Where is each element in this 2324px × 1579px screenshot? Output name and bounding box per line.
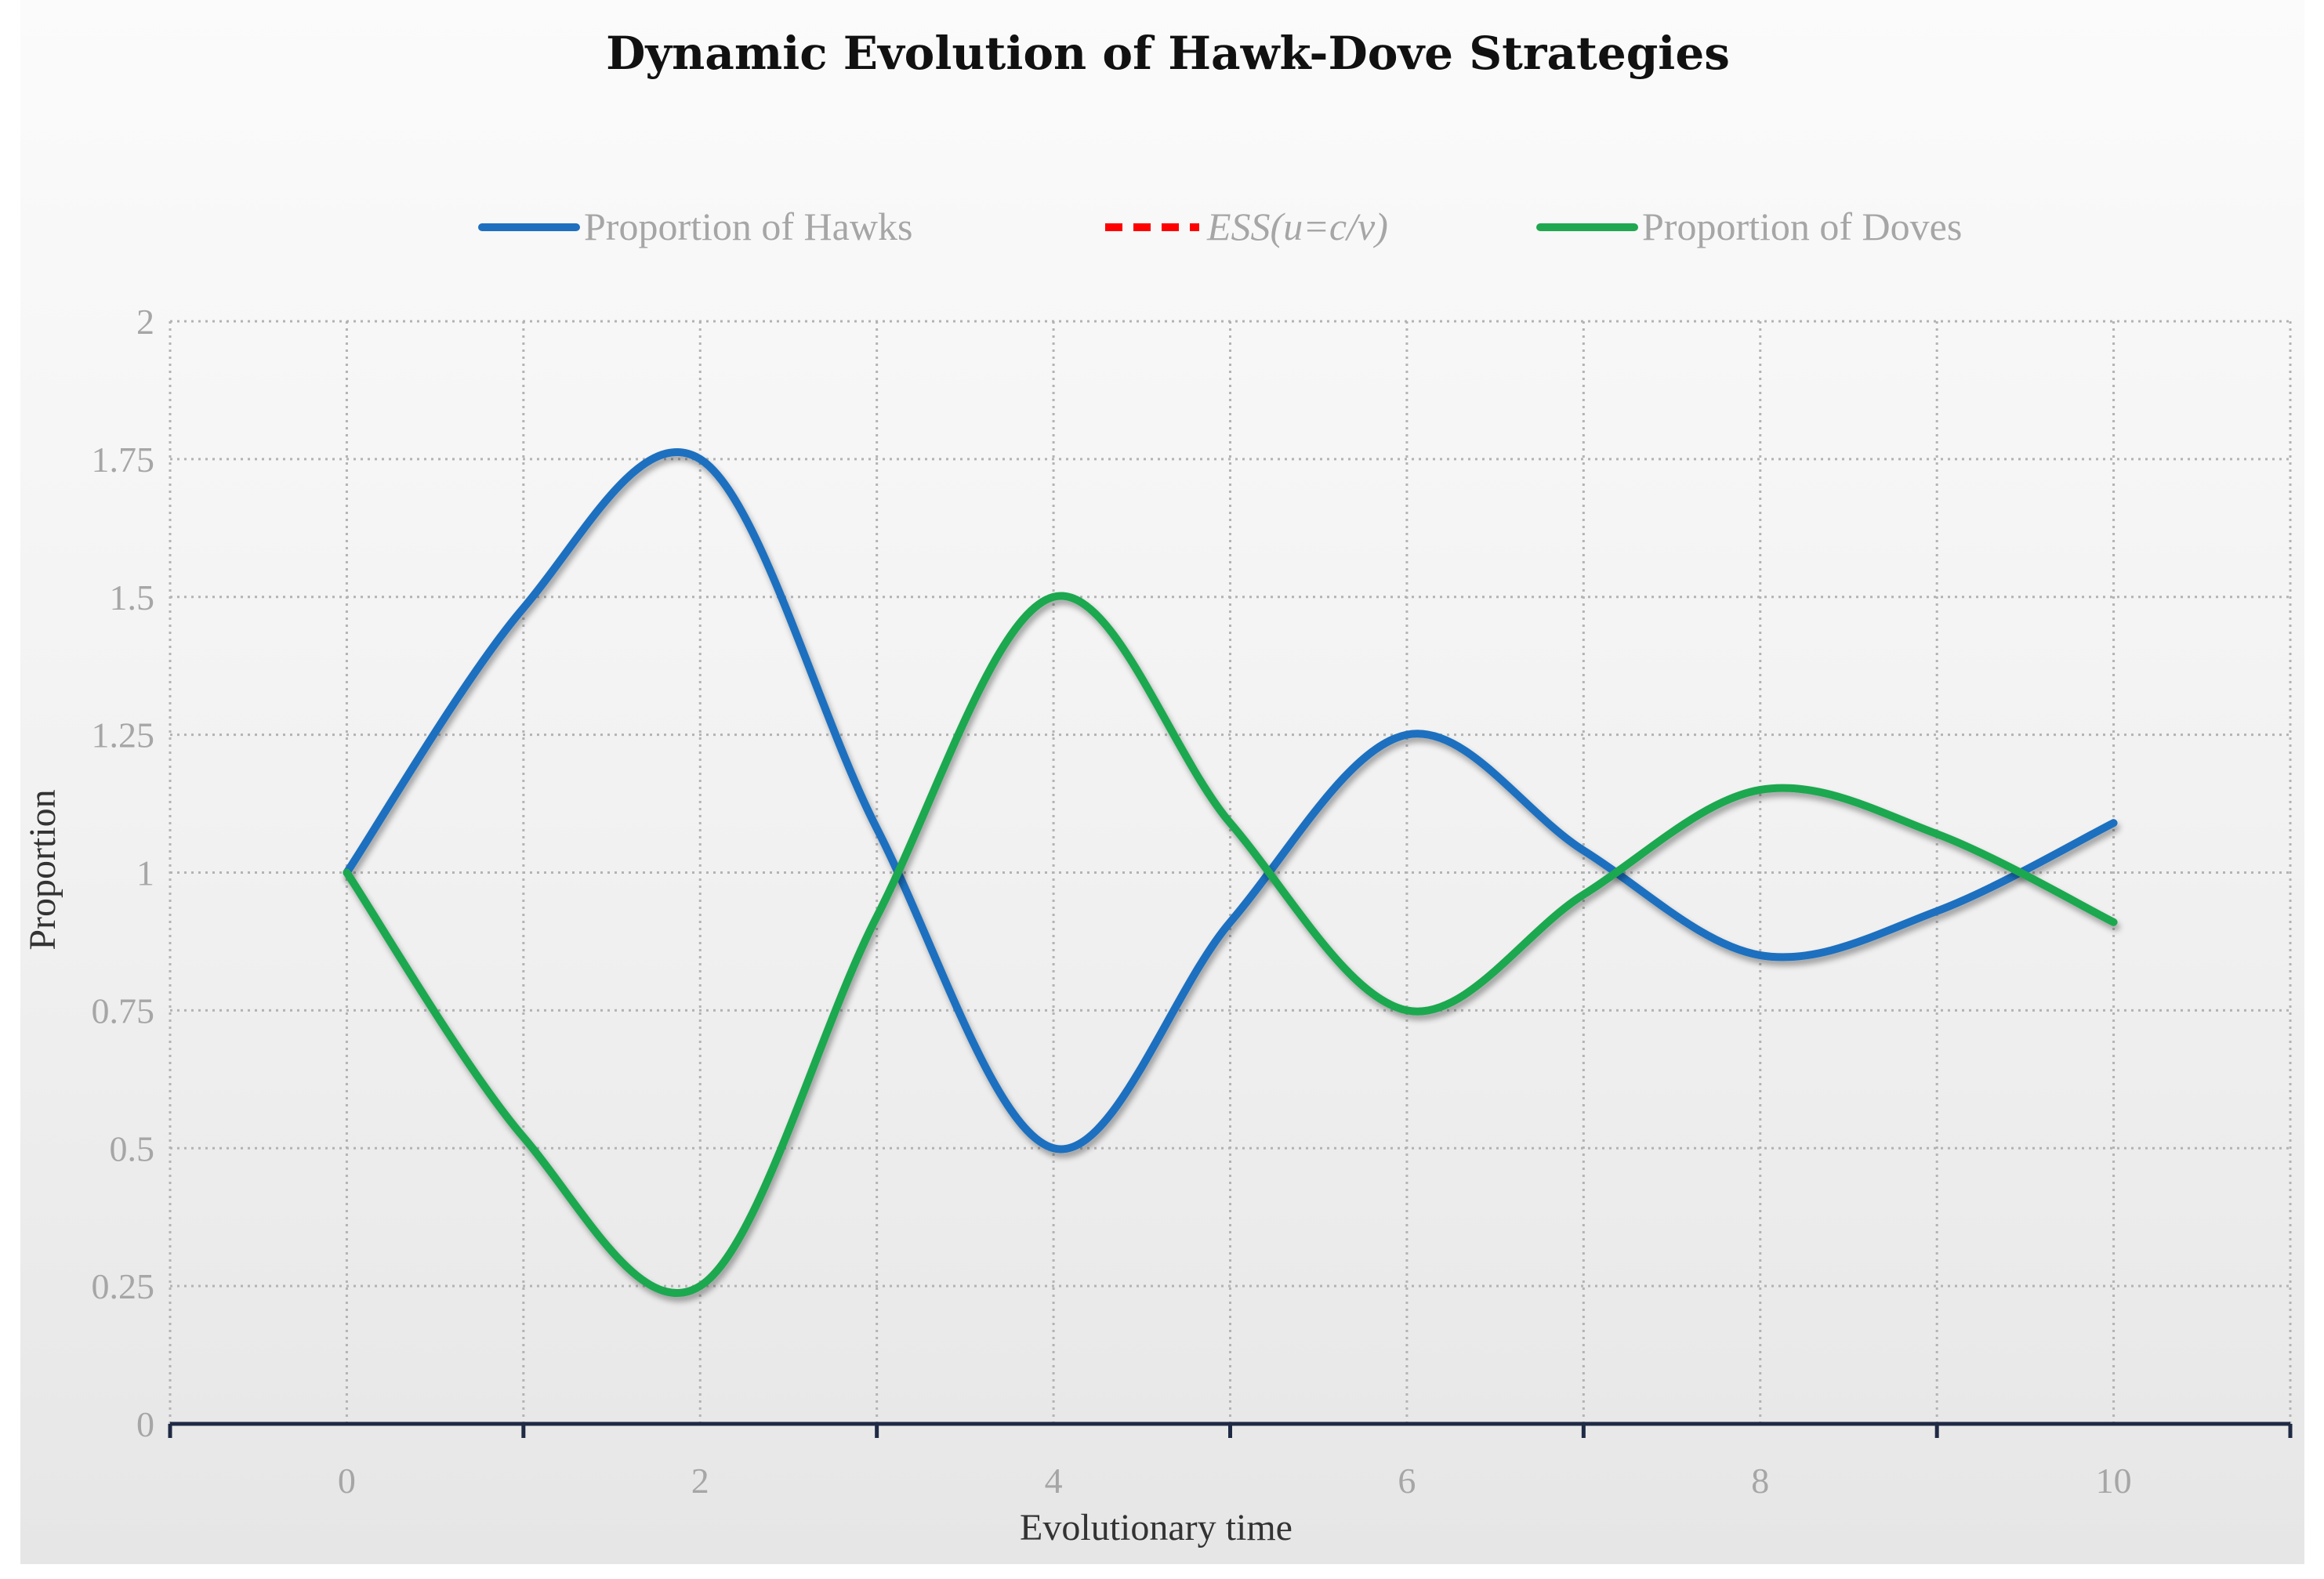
legend-label-doves: Proportion of Doves xyxy=(1642,205,1962,248)
chart-grid xyxy=(169,320,2292,1424)
y-axis-ticks: 0 0.25 0.5 0.75 1 1.25 1.5 1.75 2 xyxy=(92,302,155,1444)
x-tick-label: 10 xyxy=(2096,1461,2132,1501)
x-tick-label: 6 xyxy=(1398,1461,1416,1501)
chart-series xyxy=(343,448,2118,1297)
y-tick-label: 0.75 xyxy=(92,990,155,1030)
y-tick-label: 0 xyxy=(136,1404,154,1444)
y-tick-label: 1 xyxy=(136,853,154,893)
y-tick-label: 0.25 xyxy=(92,1266,155,1306)
x-tick-label: 4 xyxy=(1045,1461,1063,1501)
y-axis-title: Proportion xyxy=(22,789,63,950)
chart-axes xyxy=(168,1421,2293,1438)
y-tick-label: 0.5 xyxy=(110,1128,155,1168)
y-tick-label: 1.5 xyxy=(110,578,155,617)
series-line-doves xyxy=(343,592,2118,1297)
x-tick-label: 0 xyxy=(338,1461,356,1501)
chart-legend: Proportion of Hawks ESS(u=c/v) Proportio… xyxy=(478,205,1962,248)
x-tick-label: 8 xyxy=(1751,1461,1769,1501)
legend-label-hawks: Proportion of Hawks xyxy=(584,205,912,248)
x-axis-ticks: 0 2 4 6 8 10 xyxy=(338,1461,2132,1501)
legend-label-ess: ESS(u=c/v) xyxy=(1206,205,1388,248)
chart-title: Dynamic Evolution of Hawk-Dove Strategie… xyxy=(606,27,1730,80)
y-tick-label: 1.25 xyxy=(92,715,155,755)
y-tick-label: 2 xyxy=(136,302,154,342)
series-line-hawks xyxy=(343,448,2118,1153)
y-tick-label: 1.75 xyxy=(92,440,155,480)
x-axis-title: Evolutionary time xyxy=(1020,1507,1293,1548)
x-tick-label: 2 xyxy=(691,1461,709,1501)
